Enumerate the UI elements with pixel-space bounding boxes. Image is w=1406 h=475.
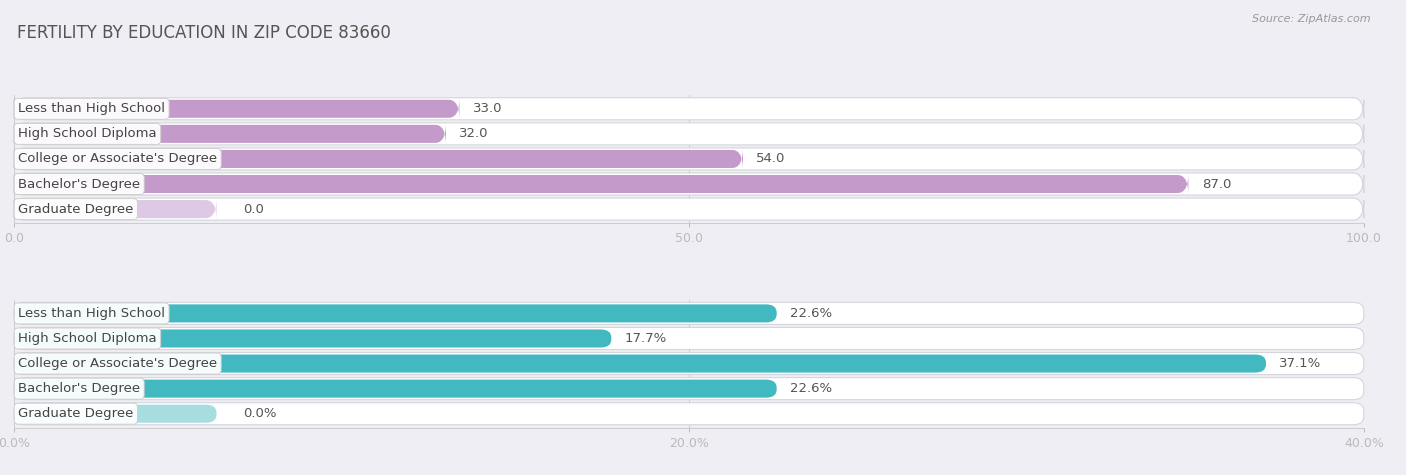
Text: Less than High School: Less than High School (18, 102, 165, 115)
Text: 33.0: 33.0 (472, 102, 502, 115)
FancyBboxPatch shape (14, 123, 1364, 145)
Text: 0.0: 0.0 (243, 203, 264, 216)
Text: 37.1%: 37.1% (1279, 357, 1322, 370)
FancyBboxPatch shape (14, 354, 1265, 372)
FancyBboxPatch shape (14, 148, 1364, 170)
Text: Bachelor's Degree: Bachelor's Degree (18, 178, 141, 190)
FancyBboxPatch shape (14, 98, 460, 120)
FancyBboxPatch shape (14, 403, 1364, 425)
Text: 17.7%: 17.7% (624, 332, 666, 345)
Text: Bachelor's Degree: Bachelor's Degree (18, 382, 141, 395)
Text: Graduate Degree: Graduate Degree (18, 203, 134, 216)
FancyBboxPatch shape (14, 327, 1364, 350)
FancyBboxPatch shape (14, 304, 776, 323)
FancyBboxPatch shape (14, 173, 1364, 195)
Text: 22.6%: 22.6% (790, 382, 832, 395)
Text: College or Associate's Degree: College or Associate's Degree (18, 152, 218, 165)
Text: High School Diploma: High School Diploma (18, 127, 156, 141)
Text: 22.6%: 22.6% (790, 307, 832, 320)
FancyBboxPatch shape (14, 380, 776, 398)
Text: 0.0%: 0.0% (243, 407, 277, 420)
Text: 32.0: 32.0 (460, 127, 489, 141)
Text: Graduate Degree: Graduate Degree (18, 407, 134, 420)
Text: Less than High School: Less than High School (18, 307, 165, 320)
Text: FERTILITY BY EDUCATION IN ZIP CODE 83660: FERTILITY BY EDUCATION IN ZIP CODE 83660 (17, 24, 391, 42)
FancyBboxPatch shape (14, 123, 446, 145)
Text: College or Associate's Degree: College or Associate's Degree (18, 357, 218, 370)
Text: 54.0: 54.0 (756, 152, 786, 165)
FancyBboxPatch shape (14, 173, 1188, 195)
Text: Source: ZipAtlas.com: Source: ZipAtlas.com (1253, 14, 1371, 24)
FancyBboxPatch shape (14, 148, 742, 170)
FancyBboxPatch shape (14, 303, 1364, 324)
FancyBboxPatch shape (14, 98, 1364, 120)
FancyBboxPatch shape (14, 405, 217, 423)
FancyBboxPatch shape (14, 378, 1364, 399)
FancyBboxPatch shape (14, 330, 612, 348)
FancyBboxPatch shape (14, 198, 217, 220)
FancyBboxPatch shape (14, 352, 1364, 375)
Text: 87.0: 87.0 (1202, 178, 1232, 190)
FancyBboxPatch shape (14, 198, 1364, 220)
Text: High School Diploma: High School Diploma (18, 332, 156, 345)
